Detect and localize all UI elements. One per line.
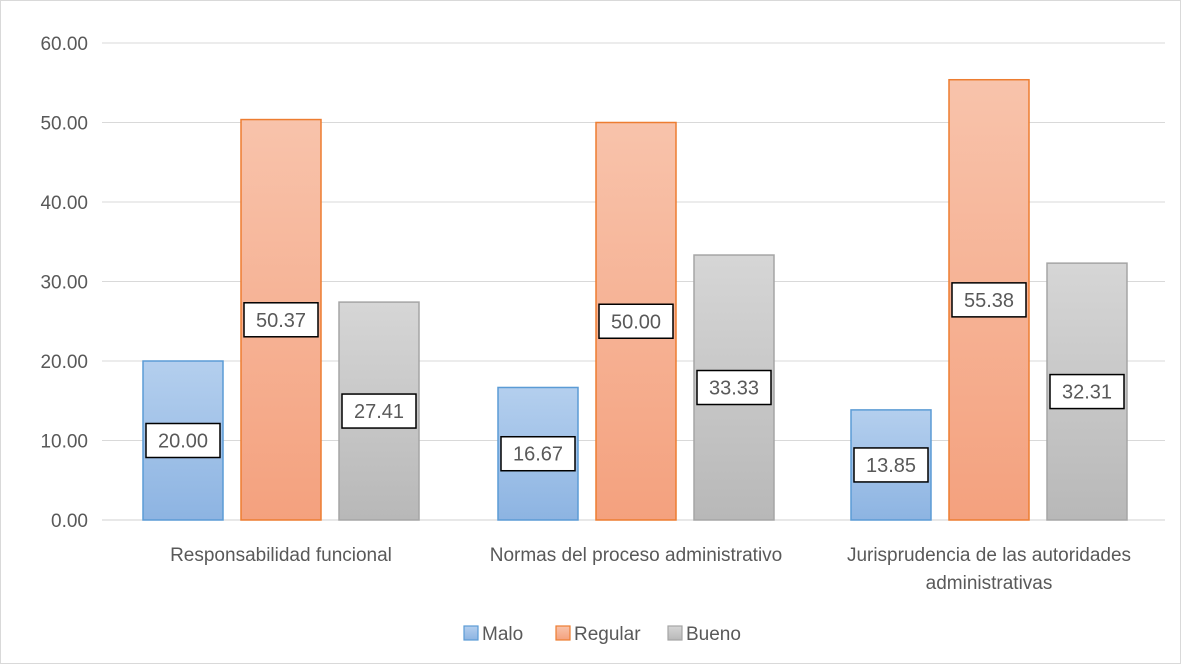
legend-swatch xyxy=(555,625,571,641)
y-tick-label: 20.00 xyxy=(40,352,88,373)
legend-item-regular: Regular xyxy=(555,624,641,645)
x-axis-categories: Responsabilidad funcional Normas del proc… xyxy=(170,545,1131,594)
data-label-box xyxy=(853,447,929,483)
x-category-label: Responsabilidad funcional xyxy=(170,545,392,566)
data-label-value: 55.38 xyxy=(964,290,1014,312)
y-tick-label: 50.00 xyxy=(40,114,88,135)
x-category-label: Jurisprudencia de las autoridades xyxy=(847,545,1131,566)
data-label-value: 32.31 xyxy=(1062,382,1112,404)
data-label-box xyxy=(1049,373,1125,410)
y-axis-ticks: 0.00 10.00 20.00 30.00 40.00 50.00 60.00 xyxy=(40,34,88,532)
data-label: 55.38 xyxy=(951,282,1027,318)
data-label: 32.31 xyxy=(1049,373,1125,410)
data-label: 20.00 xyxy=(145,422,221,459)
data-label: 16.67 xyxy=(500,435,576,472)
data-label-value: 27.41 xyxy=(354,401,404,423)
data-label-box xyxy=(145,422,221,459)
legend-label: Regular xyxy=(574,624,641,645)
data-label-value: 33.33 xyxy=(709,378,759,400)
data-label: 13.85 xyxy=(853,447,929,483)
y-tick-label: 10.00 xyxy=(40,432,88,453)
legend: Malo Regular Bueno xyxy=(463,624,741,645)
data-label-box xyxy=(598,303,674,339)
data-label: 50.00 xyxy=(598,303,674,339)
data-labels: 20.00 50.37 27.41 16.67 50.00 33.33 13.85 55.38… xyxy=(145,282,1125,483)
data-label-box xyxy=(341,393,417,429)
data-label: 33.33 xyxy=(696,369,772,406)
y-tick-label: 60.00 xyxy=(40,34,88,55)
x-category-label: administrativas xyxy=(926,573,1053,594)
data-label-box xyxy=(951,282,1027,318)
legend-swatch xyxy=(667,625,683,641)
legend-item-bueno: Bueno xyxy=(667,624,741,645)
legend-label: Malo xyxy=(482,624,523,645)
x-category-label: Normas del proceso administrativo xyxy=(490,545,783,566)
data-label-box xyxy=(243,302,319,338)
data-label-value: 20.00 xyxy=(158,431,208,453)
data-label-value: 50.00 xyxy=(611,311,661,333)
legend-swatch xyxy=(463,625,479,641)
legend-item-malo: Malo xyxy=(463,624,523,645)
data-label-box xyxy=(696,369,772,406)
y-tick-label: 40.00 xyxy=(40,193,88,214)
data-label-value: 13.85 xyxy=(866,455,916,477)
data-label-value: 50.37 xyxy=(256,310,306,332)
data-label: 50.37 xyxy=(243,302,319,338)
data-label-box xyxy=(500,435,576,472)
legend-label: Bueno xyxy=(686,624,741,645)
y-tick-label: 0.00 xyxy=(51,511,88,532)
data-label: 27.41 xyxy=(341,393,417,429)
y-tick-label: 30.00 xyxy=(40,273,88,294)
data-label-value: 16.67 xyxy=(513,444,563,466)
